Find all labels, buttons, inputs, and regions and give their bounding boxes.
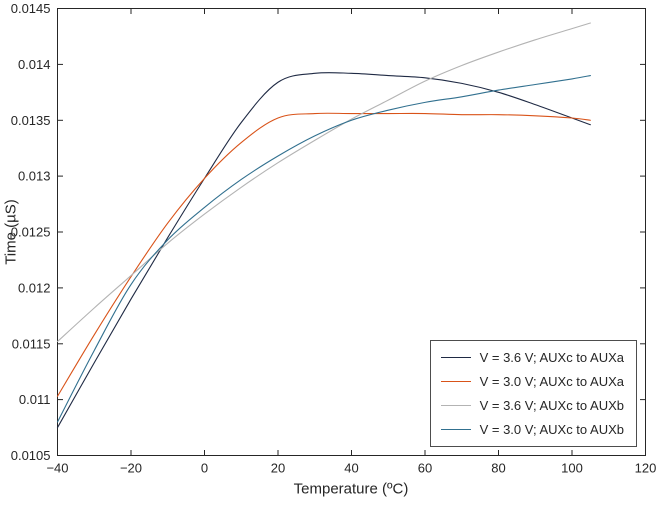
series-line-2 — [56, 22, 591, 343]
series-line-0 — [56, 72, 591, 429]
x-tick-label: −40 — [46, 461, 68, 476]
legend-entry: V = 3.6 V; AUXc to AUXa — [440, 350, 624, 365]
y-tick-label: 0.0115 — [12, 336, 51, 351]
y-tick-label: 0.012 — [18, 280, 51, 295]
y-axis-label: Time (µS) — [2, 199, 20, 265]
legend-line-sample — [440, 429, 471, 430]
x-tick-label: 100 — [561, 461, 583, 476]
legend-entry: V = 3.6 V; AUXc to AUXb — [440, 398, 624, 413]
legend-entry: V = 3.0 V; AUXc to AUXa — [440, 374, 624, 389]
y-tick-label: 0.0145 — [11, 1, 51, 16]
y-tick-label: 0.0135 — [11, 113, 51, 128]
legend-line-sample — [440, 405, 471, 406]
legend-entry-label: V = 3.6 V; AUXc to AUXa — [479, 350, 624, 365]
legend-line-sample — [440, 381, 471, 382]
x-tick-label: 80 — [491, 461, 505, 476]
legend: V = 3.6 V; AUXc to AUXa V = 3.0 V; AUXc t… — [429, 340, 637, 447]
x-tick-label: 120 — [635, 461, 657, 476]
legend-entry: V = 3.0 V; AUXc to AUXb — [440, 422, 624, 437]
legend-entry-label: V = 3.0 V; AUXc to AUXb — [479, 422, 624, 437]
legend-entry-label: V = 3.0 V; AUXc to AUXa — [479, 374, 624, 389]
x-tick-label: 0 — [201, 461, 208, 476]
series-line-1 — [56, 112, 591, 397]
y-tick-label: 0.013 — [18, 169, 51, 184]
x-axis-label: Temperature (ºC) — [293, 480, 409, 498]
y-tick-label: 0.011 — [19, 392, 51, 407]
legend-entry-label: V = 3.6 V; AUXc to AUXb — [479, 398, 624, 413]
x-tick-label: 60 — [418, 461, 432, 476]
x-tick-label: −20 — [120, 461, 142, 476]
y-tick-label: 0.014 — [18, 57, 51, 72]
x-tick-label: 40 — [344, 461, 358, 476]
y-tick-label: 0.0105 — [11, 448, 51, 463]
x-tick-label: 20 — [271, 461, 285, 476]
legend-line-sample — [440, 357, 471, 358]
y-tick-label: 0.0125 — [11, 225, 51, 240]
series-line-3 — [56, 75, 591, 423]
